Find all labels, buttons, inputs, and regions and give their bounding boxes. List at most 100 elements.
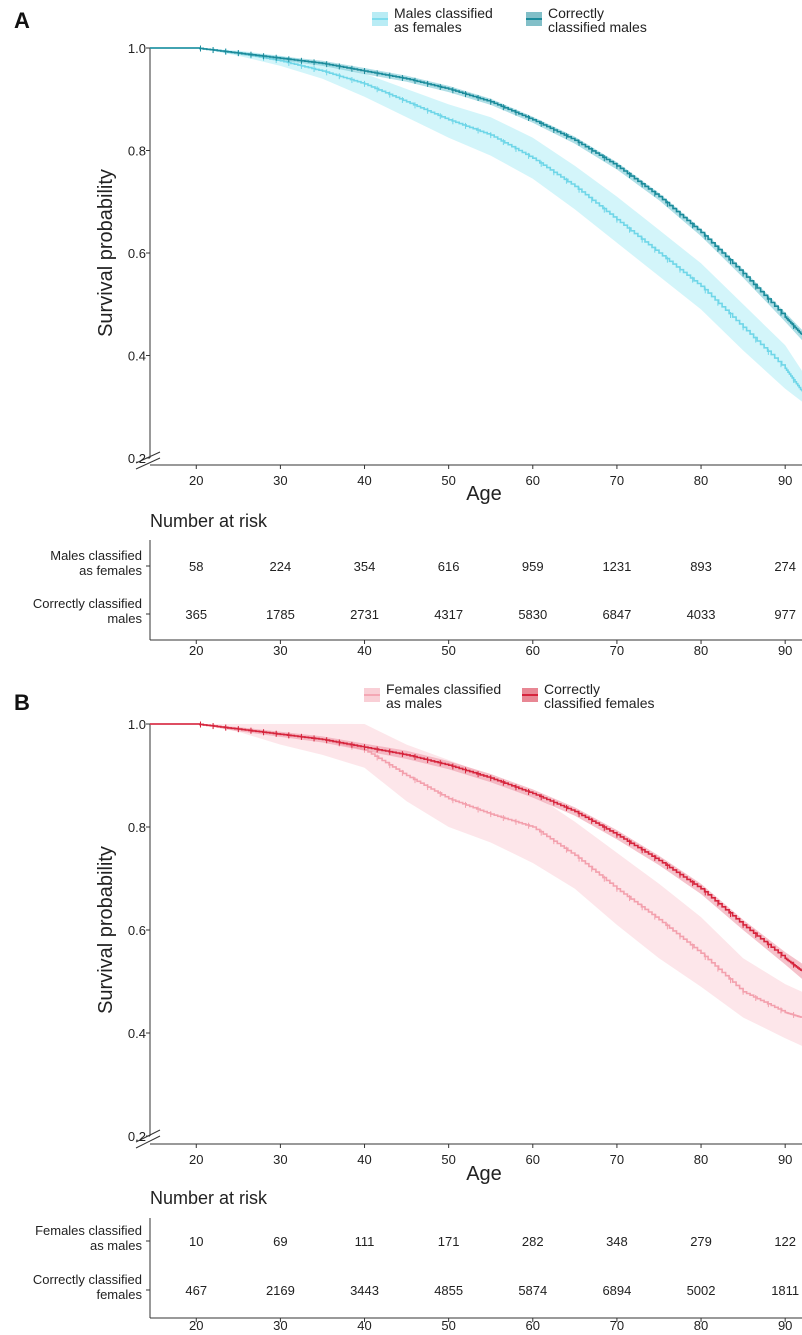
risk-value: 10 xyxy=(189,1234,203,1249)
panel-a-y-tick-label: 1.0 xyxy=(128,41,146,56)
risk-value: 122 xyxy=(774,1234,796,1249)
risk-value: 224 xyxy=(270,559,292,574)
risk-x-tick-label: 20 xyxy=(189,1318,203,1333)
risk-value: 58 xyxy=(189,559,203,574)
risk-x-tick-label: 60 xyxy=(526,643,540,658)
risk-x-tick-label: 30 xyxy=(273,643,287,658)
risk-row-label: as females xyxy=(79,563,142,578)
panel-b-x-tick-label: 40 xyxy=(357,1152,371,1167)
confidence-band xyxy=(150,48,802,402)
panel-a-y-tick-label: 0.2 xyxy=(128,451,146,466)
panel-a-y-tick-label: 0.6 xyxy=(128,246,146,261)
risk-value: 2169 xyxy=(266,1283,295,1298)
risk-value: 4033 xyxy=(687,607,716,622)
panel-a-y-tick-label: 0.4 xyxy=(128,349,146,364)
risk-x-tick-label: 90 xyxy=(778,643,792,658)
risk-value: 467 xyxy=(185,1283,207,1298)
panel-a-x-tick-label: 90 xyxy=(778,473,792,488)
risk-x-tick-label: 40 xyxy=(357,1318,371,1333)
risk-value: 5830 xyxy=(518,607,547,622)
risk-value: 282 xyxy=(522,1234,544,1249)
legend-text: Correctly xyxy=(548,5,604,21)
panel-b-y-axis-label: Survival probability xyxy=(95,846,117,1014)
risk-value: 6847 xyxy=(602,607,631,622)
panel-b-label: B xyxy=(14,690,30,715)
risk-x-tick-label: 80 xyxy=(694,643,708,658)
panel-b-x-tick-label: 70 xyxy=(610,1152,624,1167)
risk-x-tick-label: 70 xyxy=(610,1318,624,1333)
panel-a-x-tick-label: 50 xyxy=(441,473,455,488)
risk-row-label: Correctly classified xyxy=(33,596,142,611)
panel-a-x-tick-label: 80 xyxy=(694,473,708,488)
risk-value: 111 xyxy=(355,1234,375,1249)
risk-row-label: Males classified xyxy=(50,548,142,563)
risk-x-tick-label: 80 xyxy=(694,1318,708,1333)
risk-value: 279 xyxy=(690,1234,712,1249)
panel-b-y-tick-label: 1.0 xyxy=(128,717,146,732)
risk-row-label: as males xyxy=(90,1238,143,1253)
legend-text: Males classified xyxy=(394,5,493,21)
risk-x-tick-label: 70 xyxy=(610,643,624,658)
confidence-band xyxy=(150,724,802,1046)
risk-value: 5874 xyxy=(518,1283,547,1298)
risk-x-tick-label: 20 xyxy=(189,643,203,658)
panel-a-x-tick-label: 60 xyxy=(526,473,540,488)
legend-text: as males xyxy=(386,695,442,711)
risk-table-title: Number at risk xyxy=(150,1188,268,1208)
risk-row-label: males xyxy=(107,611,142,626)
risk-value: 1811 xyxy=(771,1283,799,1298)
risk-value: 1231 xyxy=(602,559,631,574)
risk-value: 4855 xyxy=(434,1283,463,1298)
risk-row-label: Correctly classified xyxy=(33,1272,142,1287)
panel-b-y-tick-label: 0.6 xyxy=(128,923,146,938)
legend-text: Correctly xyxy=(544,681,600,697)
panel-a-y-axis-label: Survival probability xyxy=(95,169,117,337)
panel-a-x-tick-label: 70 xyxy=(610,473,624,488)
risk-x-tick-label: 50 xyxy=(441,1318,455,1333)
panel-b-y-tick-label: 0.4 xyxy=(128,1026,146,1041)
survival-line xyxy=(150,47,802,335)
risk-x-tick-label: 60 xyxy=(526,1318,540,1333)
confidence-band xyxy=(150,724,802,979)
legend-text: classified females xyxy=(544,695,655,711)
risk-x-tick-label: 30 xyxy=(273,1318,287,1333)
risk-table-title: Number at risk xyxy=(150,511,268,531)
axis-break-line xyxy=(135,457,161,470)
panel-b-x-tick-label: 50 xyxy=(441,1152,455,1167)
legend-text: classified males xyxy=(548,19,647,35)
risk-value: 4317 xyxy=(434,607,463,622)
risk-value: 365 xyxy=(185,607,207,622)
panel-b-y-tick-label: 0.8 xyxy=(128,820,146,835)
legend-text: as females xyxy=(394,19,462,35)
risk-value: 2731 xyxy=(350,607,379,622)
risk-x-tick-label: 50 xyxy=(441,643,455,658)
risk-value: 1785 xyxy=(266,607,295,622)
panel-b-series-2 xyxy=(150,721,802,979)
risk-value: 977 xyxy=(774,607,796,622)
panel-b-x-tick-label: 60 xyxy=(526,1152,540,1167)
risk-value: 69 xyxy=(273,1234,287,1249)
risk-value: 616 xyxy=(438,559,460,574)
survival-line xyxy=(150,723,802,972)
risk-value: 354 xyxy=(354,559,376,574)
panel-a-x-tick-label: 20 xyxy=(189,473,203,488)
risk-value: 893 xyxy=(690,559,712,574)
risk-row-label: Females classified xyxy=(35,1223,142,1238)
panel-a-label: A xyxy=(14,8,30,33)
risk-value: 959 xyxy=(522,559,544,574)
panel-b-x-tick-label: 20 xyxy=(189,1152,203,1167)
panel-b-x-tick-label: 80 xyxy=(694,1152,708,1167)
panel-b-y-tick-label: 0.2 xyxy=(128,1129,146,1144)
panel-a-x-tick-label: 30 xyxy=(273,473,287,488)
panel-b-x-axis-label: Age xyxy=(466,1163,502,1185)
risk-value: 6894 xyxy=(602,1283,631,1298)
risk-value: 274 xyxy=(774,559,796,574)
risk-x-tick-label: 90 xyxy=(778,1318,792,1333)
panel-a-x-tick-label: 40 xyxy=(357,473,371,488)
